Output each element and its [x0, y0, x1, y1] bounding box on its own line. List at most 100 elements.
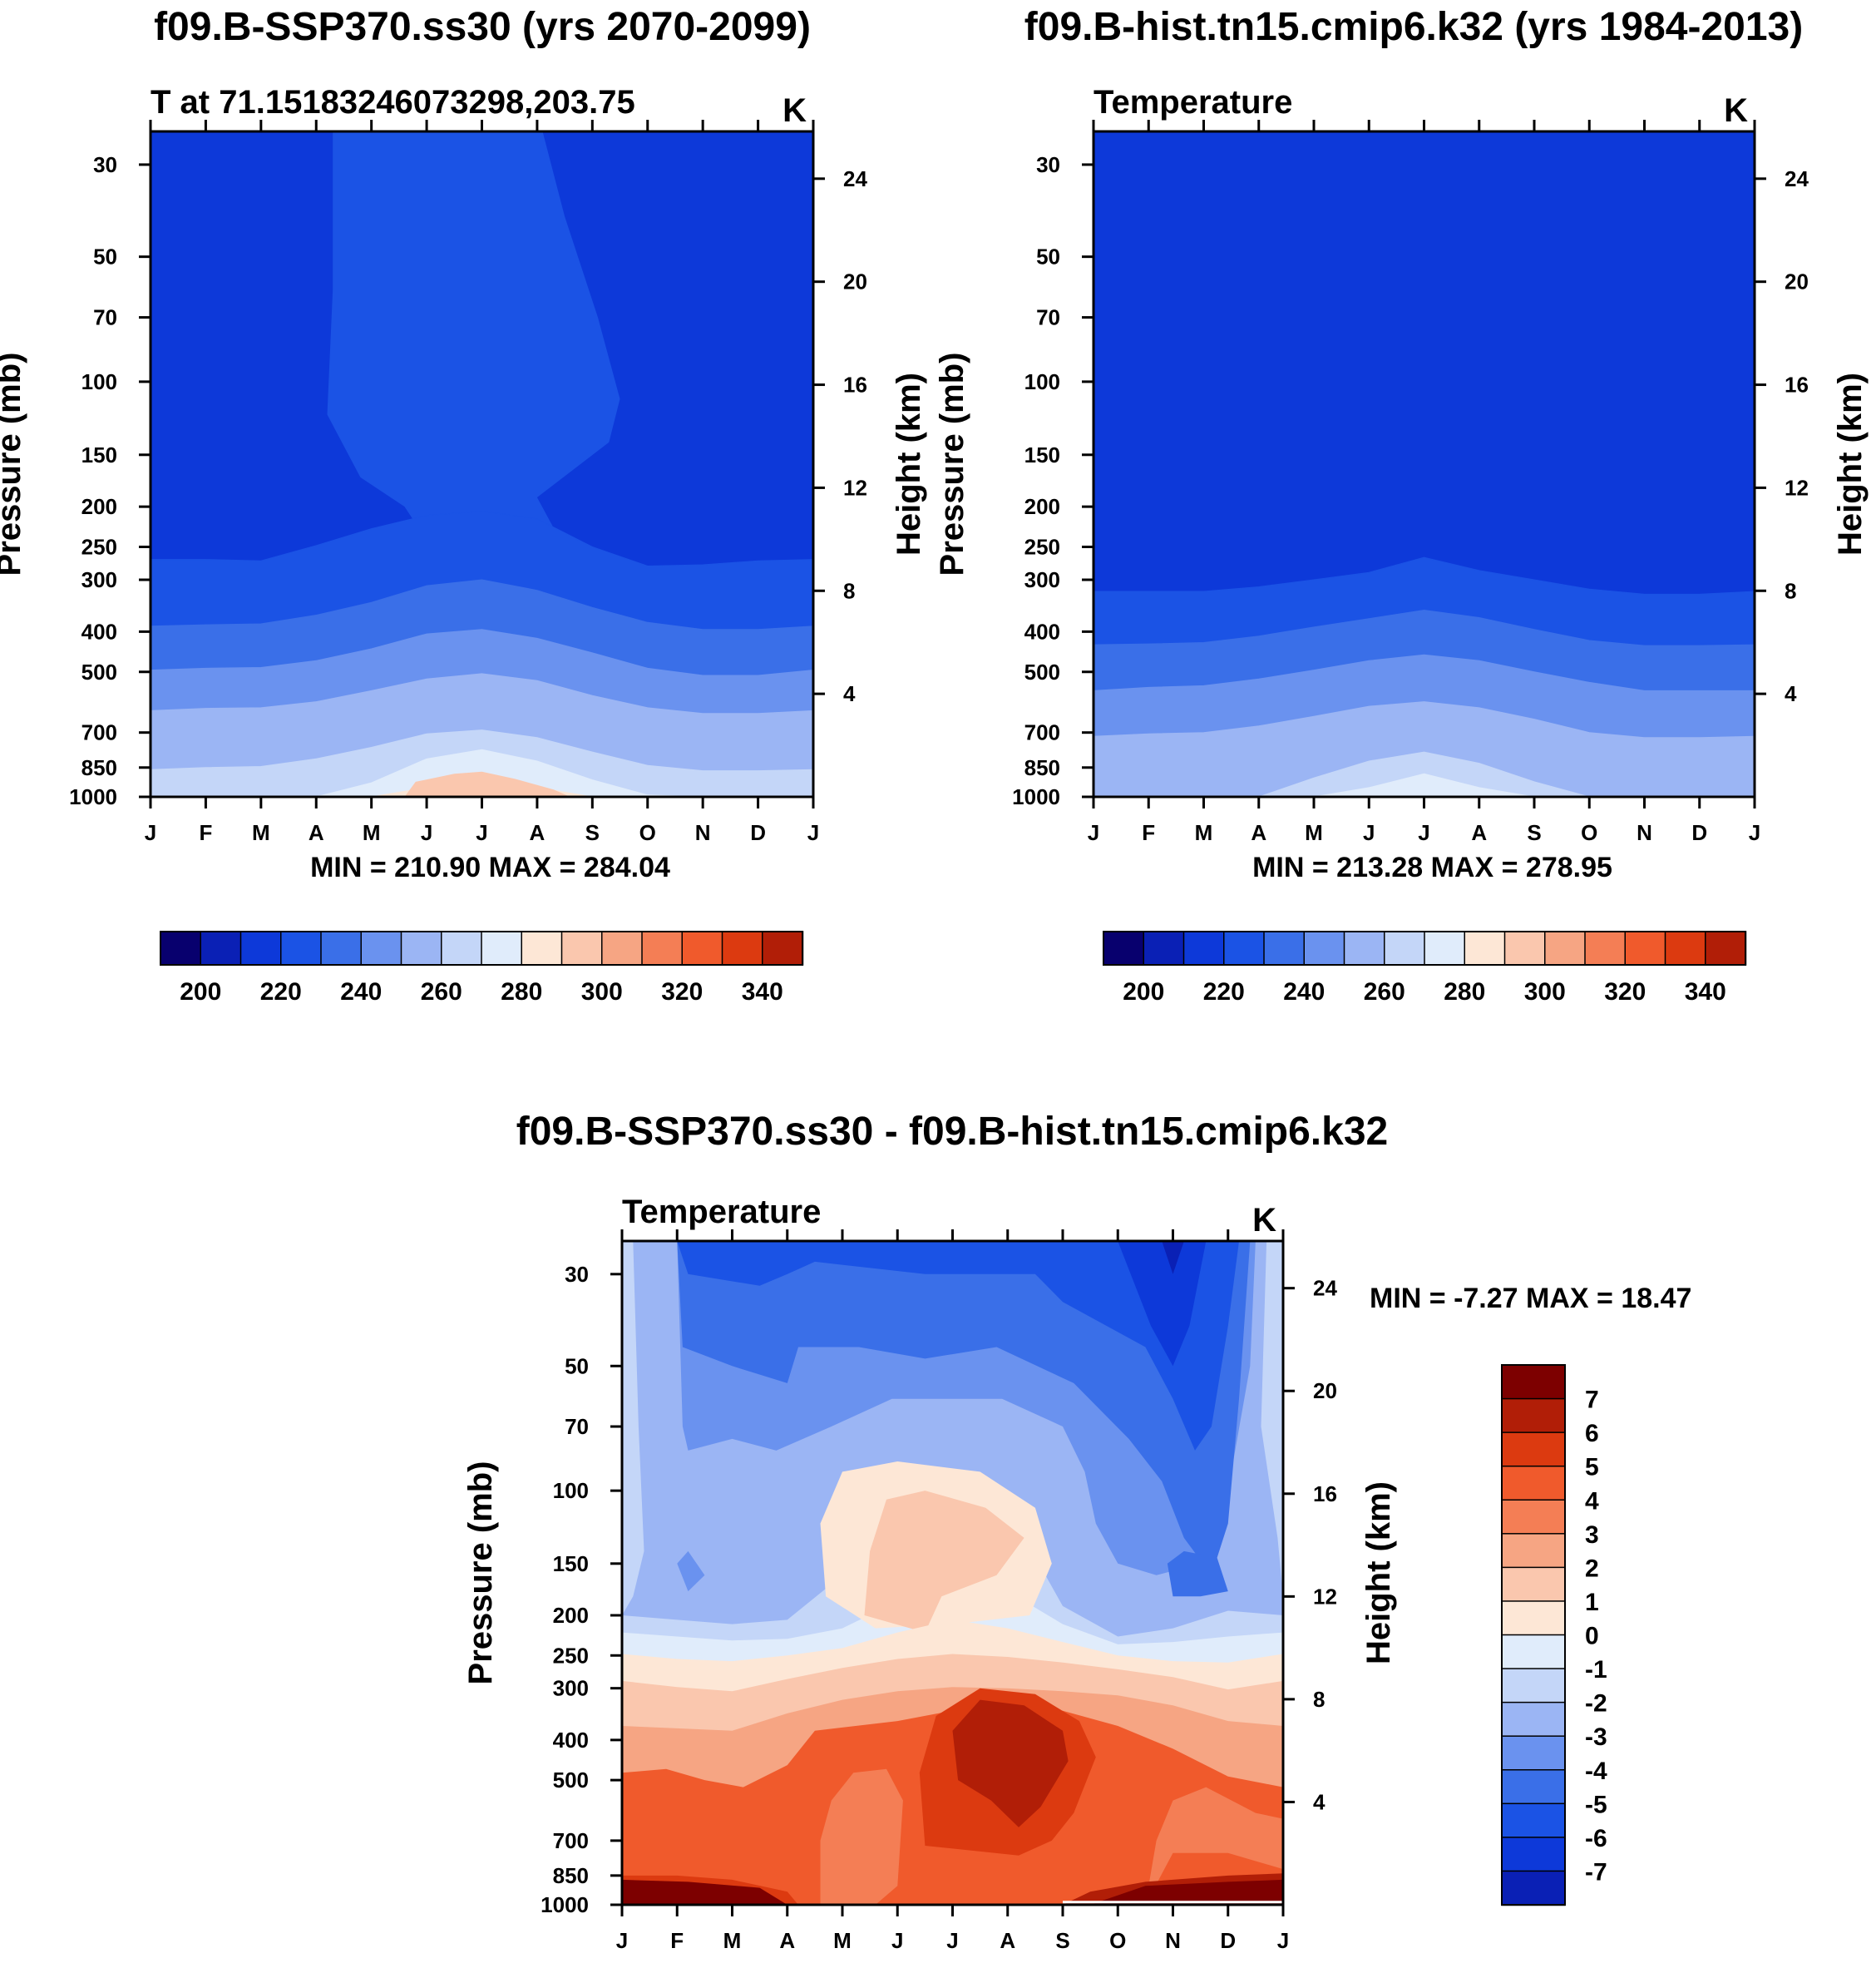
y2-tick-label: 20 — [843, 269, 867, 294]
x-tick-label: J — [616, 1928, 628, 1953]
y-tick-label: 150 — [81, 443, 117, 467]
x-tick-label: D — [1220, 1928, 1236, 1953]
colorbar-segment — [560, 931, 603, 966]
x-tick-label: D — [750, 820, 766, 845]
colorbar-segment — [1223, 931, 1266, 966]
y2-tick-label: 24 — [1785, 166, 1809, 191]
contour-blob-neg4 — [1167, 1550, 1228, 1597]
colorbar-segment — [280, 931, 323, 966]
contour-band-neg6 — [1118, 1241, 1207, 1367]
y-tick-label: 1000 — [541, 1892, 589, 1917]
x-tick-label: J — [807, 820, 819, 845]
colorbar-segment — [1544, 931, 1587, 966]
colorbar-label: 240 — [340, 978, 382, 1006]
colorbar-segment — [1624, 931, 1666, 966]
y-tick-label: 250 — [553, 1643, 589, 1668]
x-tick-label: A — [309, 820, 324, 845]
panel-1: f09.B-SSP370.ss30 (yrs 2070-2099) T at 71… — [0, 5, 927, 845]
colorbar-label: 260 — [421, 978, 462, 1006]
y-tick-label: 70 — [1036, 305, 1060, 330]
colorbar-label: -3 — [1585, 1723, 1607, 1751]
colorbar-segment — [1501, 1533, 1566, 1569]
y-tick-label: 1000 — [69, 784, 117, 809]
colorbar-segment — [1501, 1634, 1566, 1670]
x-tick-label: J — [891, 1928, 903, 1953]
y2-axis-label: Height (km) — [1360, 1481, 1397, 1664]
x-tick-label: A — [1251, 820, 1266, 845]
colorbar-segment — [1501, 1701, 1566, 1738]
x-tick-label: S — [1527, 820, 1541, 845]
colorbar-segment — [1501, 1397, 1566, 1434]
x-tick-label: M — [1305, 820, 1323, 845]
colorbar-segment — [1263, 931, 1306, 966]
x-tick-label: S — [1055, 1928, 1069, 1953]
units-label: K — [1724, 92, 1748, 129]
colorbar-label: 4 — [1585, 1487, 1599, 1515]
colorbar-label: 200 — [180, 978, 221, 1006]
y-tick-label: 100 — [1024, 369, 1060, 394]
y2-tick-label: 4 — [843, 681, 856, 706]
colorbar-segment — [160, 931, 202, 966]
y2-tick-label: 12 — [1785, 475, 1809, 500]
min-max-text: MIN = 213.28 MAX = 278.95 — [1252, 852, 1612, 883]
contour-field-1 — [150, 131, 814, 798]
y-tick-label: 200 — [1024, 494, 1060, 519]
colorbar-label: 6 — [1585, 1420, 1599, 1447]
colorbar-segment — [1501, 1566, 1566, 1603]
x-tick-label: A — [1471, 820, 1487, 845]
colorbar-label: 320 — [1604, 978, 1646, 1006]
colorbar-label: -2 — [1585, 1690, 1607, 1718]
y-tick-label: 700 — [553, 1828, 589, 1853]
units-label: K — [1252, 1202, 1276, 1239]
x-tick-label: M — [252, 820, 270, 845]
colorbar-segment — [1501, 1364, 1566, 1400]
contour-band-neg5 — [677, 1241, 1239, 1451]
y-tick-label: 50 — [93, 245, 117, 269]
colorbar-segment — [1464, 931, 1506, 966]
colorbar-label: 200 — [1123, 978, 1164, 1006]
y-tick-label: 850 — [81, 755, 117, 780]
contour-band-neg1-left — [622, 1241, 644, 1615]
y-axis-label: Pressure (mb) — [462, 1461, 499, 1685]
panel-3: f09.B-SSP370.ss30 - f09.B-hist.tn15.cmip… — [462, 1110, 1397, 1953]
y2-axis-label: Height (km) — [1832, 373, 1869, 556]
x-tick-label: J — [1088, 820, 1099, 845]
colorbar-label: 340 — [742, 978, 783, 1006]
x-tick-label: N — [1165, 1928, 1181, 1953]
x-tick-label: J — [1277, 1928, 1289, 1953]
colorbar-segment — [1501, 1735, 1566, 1771]
colorbar-segment — [601, 931, 644, 966]
y-axis-label: Pressure (mb) — [0, 353, 27, 576]
y-tick-label: 300 — [81, 567, 117, 592]
y-tick-label: 850 — [553, 1863, 589, 1888]
contour-band-290 — [404, 771, 570, 797]
y-tick-label: 400 — [81, 619, 117, 644]
colorbar-segment — [441, 931, 483, 966]
left-label: T at 71.15183246073298,203.75 — [151, 84, 635, 121]
y-axis-label: Pressure (mb) — [934, 353, 970, 576]
colorbar-label: -6 — [1585, 1825, 1607, 1852]
contour-band-neg7 — [1162, 1241, 1184, 1274]
x-tick-label: J — [1418, 820, 1429, 845]
colorbar-segment — [1343, 931, 1385, 966]
contour-band-4-mid — [820, 1768, 903, 1905]
colorbar-segment — [1501, 1668, 1566, 1703]
x-tick-label: N — [695, 820, 711, 845]
x-tick-label: A — [530, 820, 546, 845]
colorbar-segment — [1103, 931, 1145, 966]
contour-band-7 — [952, 1699, 1069, 1827]
y2-tick-label: 8 — [1313, 1687, 1325, 1712]
x-tick-label: J — [946, 1928, 958, 1953]
colorbar-segment — [1501, 1499, 1566, 1535]
colorbar-label: 220 — [260, 978, 302, 1006]
y2-tick-label: 8 — [843, 578, 855, 603]
contour-field-2 — [1093, 131, 1755, 798]
y-tick-label: 150 — [1024, 443, 1060, 467]
y-tick-label: 70 — [565, 1414, 589, 1439]
x-tick-label: O — [1581, 820, 1597, 845]
colorbar-3: 7 6 5 4 3 2 1 0 -1 -2 -3 -4 -5 -6 -7 — [1501, 1364, 1607, 1906]
contour-blob-neg3 — [677, 1550, 705, 1592]
units-label: K — [782, 92, 807, 129]
contour-surface-8-right — [1090, 1879, 1283, 1905]
y-tick-label: 300 — [553, 1676, 589, 1701]
